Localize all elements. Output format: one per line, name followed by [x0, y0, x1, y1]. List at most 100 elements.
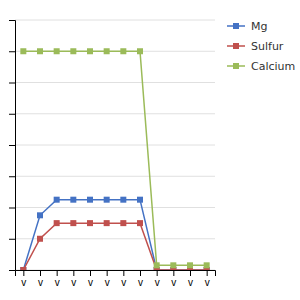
chart: vvvvvvvvvvvvMgSulfurCalcium: [0, 0, 300, 300]
x-tick: v: [71, 270, 76, 288]
x-tick-mark: [40, 270, 41, 276]
x-tick-label: v: [105, 277, 110, 288]
grid-line: [15, 20, 215, 21]
x-tick-mark: [123, 270, 124, 276]
x-tick-mark: [190, 270, 191, 276]
point: [87, 220, 93, 226]
series-line: [23, 51, 206, 265]
x-tick-label: v: [88, 277, 93, 288]
x-tick-label: v: [71, 277, 76, 288]
point: [54, 220, 60, 226]
point: [87, 197, 93, 203]
legend-item: Calcium: [227, 60, 295, 73]
point: [70, 48, 76, 54]
legend: Mg Sulfur Calcium: [227, 20, 295, 73]
legend-item: Sulfur: [227, 40, 284, 53]
marks: [20, 48, 209, 270]
y-tick: [9, 114, 15, 115]
x-axis: vvvvvvvvvvvv: [16, 270, 216, 288]
point: [20, 48, 26, 54]
x-tick-mark: [173, 270, 174, 276]
y-tick-mark: [9, 20, 15, 21]
y-tick: [9, 51, 15, 52]
point: [54, 48, 60, 54]
point: [37, 212, 43, 218]
x-tick-label: v: [155, 277, 160, 288]
point: [204, 262, 210, 268]
x-tick: v: [138, 270, 143, 288]
series-line: [23, 223, 206, 270]
point: [137, 220, 143, 226]
y-tick-mark: [9, 83, 15, 84]
y-tick: [9, 208, 15, 209]
y-axis-line: [9, 21, 16, 271]
y-axis: [9, 21, 16, 271]
point: [20, 267, 26, 270]
x-tick-label: v: [188, 277, 193, 288]
x-axis-line: [16, 271, 216, 277]
point: [154, 262, 160, 268]
point: [137, 197, 143, 203]
point: [120, 220, 126, 226]
x-tick-mark: [207, 270, 208, 276]
x-tick: v: [55, 270, 60, 288]
series: [20, 197, 209, 270]
x-tick-label: v: [55, 277, 60, 288]
y-tick-mark: [9, 208, 15, 209]
point: [37, 236, 43, 242]
x-tick-label: v: [21, 277, 26, 288]
x-tick-mark: [73, 270, 74, 276]
y-tick-mark: [9, 114, 15, 115]
point: [187, 262, 193, 268]
x-tick-mark: [90, 270, 91, 276]
x-tick-label: v: [138, 277, 143, 288]
point: [104, 48, 110, 54]
grid-line: [15, 82, 215, 83]
point: [170, 262, 176, 268]
point: [20, 267, 26, 270]
point: [70, 197, 76, 203]
point: [120, 48, 126, 54]
legend-item: Mg: [227, 20, 267, 33]
x-tick-mark: [157, 270, 158, 276]
y-tick: [9, 270, 15, 271]
x-tick-label: v: [38, 277, 43, 288]
grid-line: [15, 113, 215, 114]
y-tick: [9, 83, 15, 84]
x-tick: v: [21, 270, 26, 288]
x-tick-label: v: [121, 277, 126, 288]
x-tick: v: [38, 270, 43, 288]
x-tick-mark: [140, 270, 141, 276]
x-tick: v: [205, 270, 210, 288]
point: [87, 48, 93, 54]
x-tick-label: v: [171, 277, 176, 288]
grid-line: [15, 176, 215, 177]
point: [104, 197, 110, 203]
legend-marker: [233, 23, 239, 29]
x-tick: v: [171, 270, 176, 288]
legend-label: Sulfur: [251, 40, 284, 53]
x-tick: v: [121, 270, 126, 288]
y-tick: [9, 176, 15, 177]
series-line: [23, 200, 206, 270]
y-tick-mark: [9, 145, 15, 146]
point: [137, 48, 143, 54]
x-tick-mark: [107, 270, 108, 276]
y-tick: [9, 20, 15, 21]
x-tick: v: [155, 270, 160, 288]
legend-marker: [233, 43, 239, 49]
point: [104, 220, 110, 226]
point: [120, 197, 126, 203]
series: [20, 48, 209, 268]
y-tick-mark: [9, 270, 15, 271]
grid-line: [15, 238, 215, 239]
legend-label: Calcium: [251, 60, 295, 73]
legend-marker: [233, 63, 239, 69]
point: [70, 220, 76, 226]
x-tick-mark: [23, 270, 24, 276]
y-tick-mark: [9, 176, 15, 177]
x-tick: v: [188, 270, 193, 288]
legend-label: Mg: [251, 20, 267, 33]
grid-line: [15, 207, 215, 208]
x-tick: v: [88, 270, 93, 288]
